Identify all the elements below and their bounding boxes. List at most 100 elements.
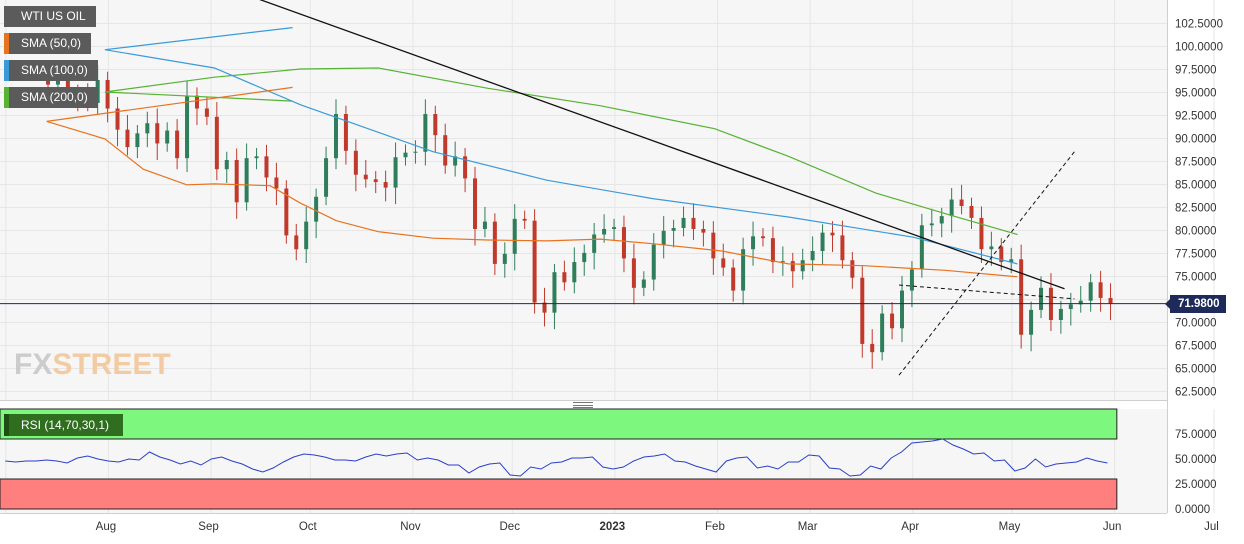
candle-body [612,227,617,229]
y-tick-label: 67.5000 [1175,341,1217,353]
candle-body [1019,259,1024,335]
candle-body [1108,297,1113,304]
candle-body [453,156,458,166]
candle-body [532,220,537,303]
candle-body [324,158,329,197]
candle-body [681,217,686,229]
candle-body [423,114,428,152]
candle-body [969,205,974,218]
candle-body [492,221,497,264]
y-tick-label: 95.0000 [1175,88,1217,100]
candle-body [155,123,160,144]
candle-body [820,232,825,252]
candle-body [631,258,636,288]
fxstreet-watermark: FXSTREET [14,348,171,382]
legend-sma100[interactable]: SMA (100,0) [4,60,98,81]
legend-sma200[interactable]: SMA (200,0) [4,87,98,108]
candle-body [1039,287,1044,310]
trendline-triangle-lower[interactable] [898,151,1075,376]
candle-body [125,129,130,148]
candle-body [1009,259,1014,263]
watermark-street: STREET [52,348,171,381]
candle-body [890,313,895,329]
x-tick-label: Aug [96,521,116,533]
candle-body [800,260,805,272]
candle-body [433,114,438,136]
y-tick-label: 82.5000 [1175,203,1217,215]
candle-body [651,244,656,280]
candle-body [721,258,726,268]
candle-body [741,249,746,291]
pane-resize-handle[interactable] [573,402,593,408]
y-tick-label: 100.0000 [1175,42,1223,54]
legend-sma50[interactable]: SMA (50,0) [4,33,92,54]
candle-body [1098,282,1103,298]
y-tick-label: 80.0000 [1175,226,1217,238]
candle-body [711,232,716,259]
candle-body [135,133,140,148]
candle-body [105,80,110,109]
candle-body [204,108,209,117]
candle-body [512,218,517,254]
y-tick-label: 87.5000 [1175,157,1217,169]
x-tick-label: Sep [198,521,218,533]
y-tick-label: 97.5000 [1175,65,1217,77]
rsi-plot-group [5,438,1108,477]
candle-body [463,156,468,179]
legend-rsi[interactable]: RSI (14,70,30,1) [4,414,124,436]
candle-body [830,232,835,236]
candle-body [949,199,954,217]
candle-body [443,135,448,166]
candle-body [790,261,795,272]
candle-body [194,95,199,109]
x-tick-label: Mar [798,521,818,533]
candle-body [999,246,1004,263]
candle-body [65,80,70,93]
x-tick-label: 2023 [600,521,626,533]
candle-body [175,130,180,159]
candle-body [264,156,269,178]
candle-body [224,160,229,170]
y-tick-label: 65.0000 [1175,364,1217,376]
candle-body [145,123,150,134]
candle-body [165,130,170,144]
candle-body [314,196,319,222]
candle-body [522,218,527,221]
trendline-long-term-resistance[interactable] [5,0,1065,290]
legend-instrument[interactable]: WTI US OIL [4,6,96,27]
trendline-triangle-upper[interactable] [898,284,1075,300]
candle-body [1068,304,1073,309]
candle-body [294,235,299,250]
candle-body [304,221,309,250]
candle-body [1058,308,1063,320]
rsi-y-tick-label: 25.0000 [1175,479,1217,491]
candle-body [185,95,190,159]
rsi-y-tick-label: 75.0000 [1175,429,1217,441]
candle-body [959,199,964,206]
y-tick-label: 62.5000 [1175,387,1217,399]
candle-body [850,260,855,278]
candle-body [274,177,279,189]
candle-body [284,188,289,236]
candle-body [393,157,398,188]
candle-body [473,178,478,229]
main-pane-bg [0,0,1167,400]
y-tick-label: 92.5000 [1175,111,1217,123]
candle-body [343,114,348,151]
x-tick-label: Feb [705,521,725,533]
x-tick-label: Oct [299,521,318,533]
candle-body [214,116,219,170]
candle-body [909,269,914,291]
x-tick-label: May [999,521,1021,533]
candle-body [780,261,785,263]
candle-body [840,235,845,261]
candle-body [989,246,994,250]
candle-body [254,156,259,159]
candle-body [641,279,646,288]
candle-body [502,253,507,264]
candle-body [929,223,934,226]
candle-body [691,217,696,229]
candle-body [939,216,944,224]
